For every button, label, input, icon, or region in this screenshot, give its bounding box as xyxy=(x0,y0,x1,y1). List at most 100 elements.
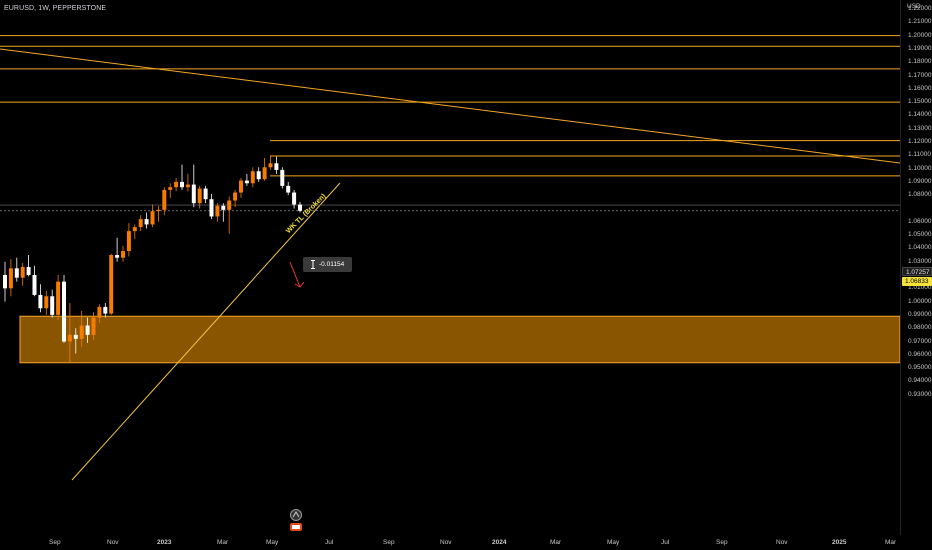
candle-body xyxy=(97,306,102,318)
candle-body xyxy=(150,211,155,225)
candle-body xyxy=(215,205,220,217)
measure-tooltip: -0.01154 xyxy=(303,257,352,272)
candle-body xyxy=(138,219,143,228)
price-tick-label: 0.94000 xyxy=(908,377,932,385)
candle-body xyxy=(38,294,43,309)
candle-body xyxy=(180,181,184,188)
time-tick-label: Nov xyxy=(776,539,788,546)
candle-body xyxy=(227,200,232,210)
current-price-tag: 1.06833 xyxy=(902,277,932,286)
price-tick-label: 1.04000 xyxy=(908,244,932,252)
text-cursor-icon xyxy=(311,260,315,269)
candle-body xyxy=(73,334,78,339)
price-tick-label: 0.99000 xyxy=(908,310,932,318)
candle-body xyxy=(62,281,66,342)
candle-body xyxy=(209,199,214,217)
chart-pane[interactable]: EURUSD, 1W, PEPPERSTONE WK TL (Broken) -… xyxy=(0,0,900,535)
price-tick-label: 1.09000 xyxy=(908,177,932,185)
candle-body xyxy=(162,189,167,210)
price-tick-label: 1.12000 xyxy=(908,138,932,145)
price-tick-label: 1.11000 xyxy=(908,151,932,159)
candle-body xyxy=(132,227,137,232)
candle-body xyxy=(191,184,196,204)
candle-body xyxy=(233,192,238,201)
time-tick-label: Jul xyxy=(325,539,334,546)
candle-body xyxy=(221,205,226,210)
candle-body xyxy=(44,296,49,309)
candle-body xyxy=(286,185,291,193)
currency-label: USD xyxy=(907,3,921,10)
time-tick-label: 2023 xyxy=(157,539,172,546)
price-tick-label: 1.03000 xyxy=(908,257,932,265)
price-tick-label: 1.01000 xyxy=(908,284,932,292)
candle-body xyxy=(115,255,120,258)
price-tick-label: 1.17000 xyxy=(908,71,932,79)
price-tick-label: 1.05000 xyxy=(908,231,932,239)
measure-value: -0.01154 xyxy=(319,261,345,268)
candle-body xyxy=(239,180,243,193)
candle-body xyxy=(103,306,108,314)
candle-body xyxy=(250,171,255,184)
candle-body xyxy=(185,184,190,188)
candle-body xyxy=(156,209,161,212)
candle-body xyxy=(50,296,55,315)
symbol-title: EURUSD, 1W, PEPPERSTONE xyxy=(4,5,107,12)
candle-body xyxy=(126,231,131,252)
price-tick-label: 0.93000 xyxy=(908,390,932,398)
axis-corner xyxy=(900,535,932,550)
price-tick-label: 1.18000 xyxy=(908,58,932,66)
flag-event-icon xyxy=(290,523,302,531)
price-tick-label: 0.96000 xyxy=(908,350,932,358)
price-tick-label: 1.22000 xyxy=(908,5,932,12)
price-tick-label: 1.19000 xyxy=(908,44,932,52)
candle-body xyxy=(144,219,149,225)
earnings-event-icon xyxy=(290,509,302,521)
projection-arrow xyxy=(289,261,305,288)
price-tick-label: 1.15000 xyxy=(908,98,932,106)
time-tick-label: Sep xyxy=(716,539,728,546)
candle-body xyxy=(268,163,273,168)
price-tick-label: 1.13000 xyxy=(908,124,932,132)
price-tick-label: 0.95000 xyxy=(908,364,932,372)
last-price-tag: 1.07257 xyxy=(902,267,932,276)
price-tick-label: 0.98000 xyxy=(908,324,932,332)
time-tick-label: Sep xyxy=(49,539,61,546)
time-tick-label: May xyxy=(607,539,620,546)
candle-body xyxy=(280,169,285,186)
price-tick-label: 1.21000 xyxy=(908,18,932,26)
candle-body xyxy=(121,251,125,258)
candle-body xyxy=(32,275,37,295)
time-tick-label: 2025 xyxy=(832,539,847,546)
time-tick-label: 2024 xyxy=(492,539,507,546)
candle-body xyxy=(292,192,297,205)
price-tick-label: 1.20000 xyxy=(908,31,932,39)
price-axis[interactable]: USD 1.22000 1.21000 1.20000 1.19000 1.18000 1… xyxy=(900,0,932,535)
time-tick-label: Jul xyxy=(661,539,670,546)
candle-body xyxy=(85,325,90,335)
candle-body xyxy=(56,281,61,315)
candle-body xyxy=(91,317,96,335)
candle-body xyxy=(67,334,72,342)
price-tick-label: 1.06000 xyxy=(908,217,932,225)
chart-canvas[interactable] xyxy=(0,0,900,535)
price-tick-label: 1.10000 xyxy=(908,164,932,172)
price-tick-label: 0.97000 xyxy=(908,337,932,345)
price-tick-label: 1.08000 xyxy=(908,191,932,199)
candle-body xyxy=(244,180,249,184)
event-markers[interactable] xyxy=(287,509,305,533)
candle-body xyxy=(8,268,13,289)
candle-body xyxy=(79,325,84,339)
time-tick-label: Nov xyxy=(440,539,452,546)
time-axis[interactable]: Sep Nov 2023 Mar May Jul Sep Nov 2024 Mar May Jul Se… xyxy=(0,535,900,550)
candle-body xyxy=(26,267,31,275)
candle-body xyxy=(262,167,267,180)
candle-body xyxy=(20,267,25,278)
time-tick-label: Mar xyxy=(885,539,897,546)
time-tick-label: Mar xyxy=(550,539,562,546)
price-tick-label: 1.14000 xyxy=(908,111,932,119)
candle-body xyxy=(109,255,114,314)
candle-body xyxy=(174,181,179,188)
candle-body xyxy=(14,268,19,278)
price-tick-label: 1.16000 xyxy=(908,84,932,92)
time-tick-label: May xyxy=(266,539,279,546)
